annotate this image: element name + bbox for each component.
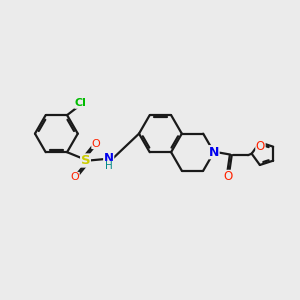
- Text: H: H: [105, 161, 113, 172]
- Text: O: O: [256, 140, 265, 153]
- Text: N: N: [209, 146, 219, 159]
- Text: O: O: [223, 170, 232, 183]
- Text: O: O: [70, 172, 79, 182]
- Text: N: N: [104, 152, 114, 165]
- Text: Cl: Cl: [75, 98, 87, 108]
- Text: O: O: [92, 139, 100, 148]
- Text: S: S: [81, 154, 90, 167]
